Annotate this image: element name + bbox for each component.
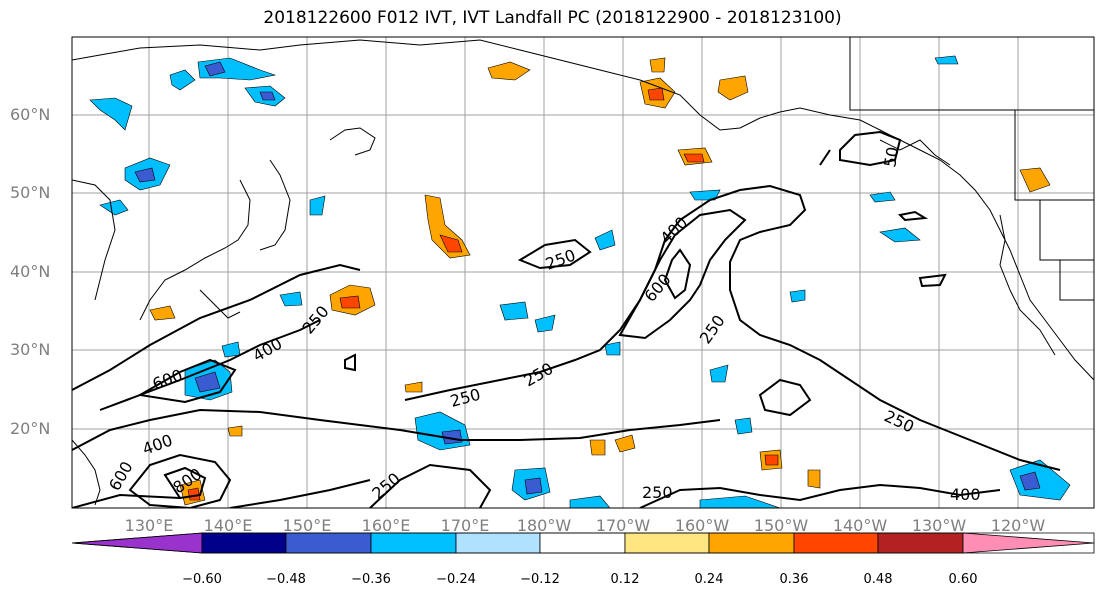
lon-label: 120°W [990,516,1046,535]
colorbar-tick-label: −0.60 [182,572,222,587]
plot-frame [71,36,1095,509]
lat-label: 60°N [10,105,51,124]
colorbar-tick-label: −0.48 [266,572,306,587]
lon-label: 150°W [753,516,809,535]
coastlines [72,37,1094,506]
colorbar-tick-label: 0.60 [948,572,978,587]
colorbar-extend-high [962,532,1095,554]
colorbar-tick-label: 0.36 [779,572,809,587]
lat-label: 50°N [10,183,51,202]
negative-anomaly-patches [89,55,1071,508]
colorbar-tick-label: −0.24 [436,572,476,587]
lon-label: 140°E [203,516,253,535]
colorbar-tick-label: −0.12 [520,572,560,587]
lon-label: 150°E [282,516,332,535]
lon-label: 170°E [440,516,490,535]
contour-label: 400 [950,485,981,504]
lon-label: 180°W [516,516,572,535]
lon-label: 160°W [674,516,730,535]
lon-label: 140°W [832,516,888,535]
lat-label: 30°N [10,340,51,359]
lon-label: 160°E [361,516,411,535]
graticule [72,37,1094,508]
map-title: 2018122600 F012 IVT, IVT Landfall PC (20… [263,8,842,28]
lon-label: 170°W [595,516,651,535]
lat-label: 20°N [10,419,51,438]
colorbar-tick-label: −0.36 [351,572,391,587]
contour-label: 50 [880,145,902,168]
ivt-contours [72,130,1061,508]
lat-label: 40°N [10,262,51,281]
colorbar-tick-label: 0.24 [694,572,724,587]
contour-label: 250 [642,483,673,502]
colorbar-tick-label: 0.48 [863,572,893,587]
colorbar-extend-low [71,532,203,554]
colorbar-tick-label: 0.12 [610,572,640,587]
colorbar [71,532,1095,554]
lon-label: 130°E [124,516,174,535]
lon-label: 130°W [911,516,967,535]
